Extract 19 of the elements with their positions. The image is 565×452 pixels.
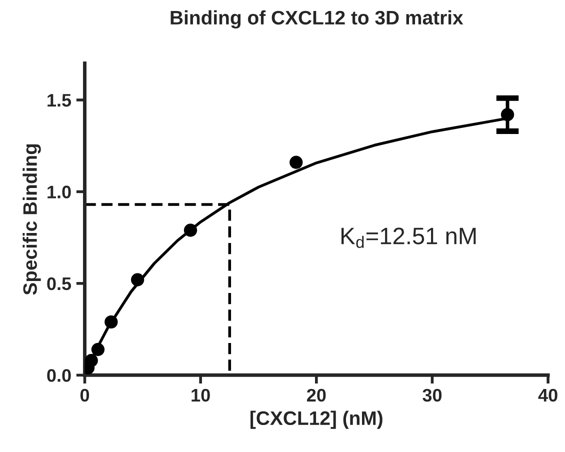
point <box>104 315 118 329</box>
point <box>130 273 144 286</box>
annotation: K$_{d}$=12.51 nM <box>342 228 476 248</box>
point <box>184 224 198 237</box>
y-tick-label: 0.0 <box>47 369 71 382</box>
x-tick-label: 0 <box>80 388 90 402</box>
chart-title: Binding of CXCL12 to 3D matrix <box>170 10 464 29</box>
x-tick-label: 30 <box>422 388 442 402</box>
y-axis-title: Specific Binding <box>22 144 41 295</box>
x-tick-label: 10 <box>192 388 210 402</box>
point <box>91 342 105 356</box>
x-tick-label: 20 <box>306 388 326 402</box>
y-tick-label: 1.5 <box>48 94 72 107</box>
point <box>290 156 303 169</box>
x-tick-label: 40 <box>538 388 558 402</box>
y-tick-label: 1.0 <box>48 186 71 198</box>
point <box>84 354 98 368</box>
y-tick-label: 0.5 <box>47 277 72 290</box>
x-axis-title: [CXCL12] (nM) <box>250 410 382 429</box>
